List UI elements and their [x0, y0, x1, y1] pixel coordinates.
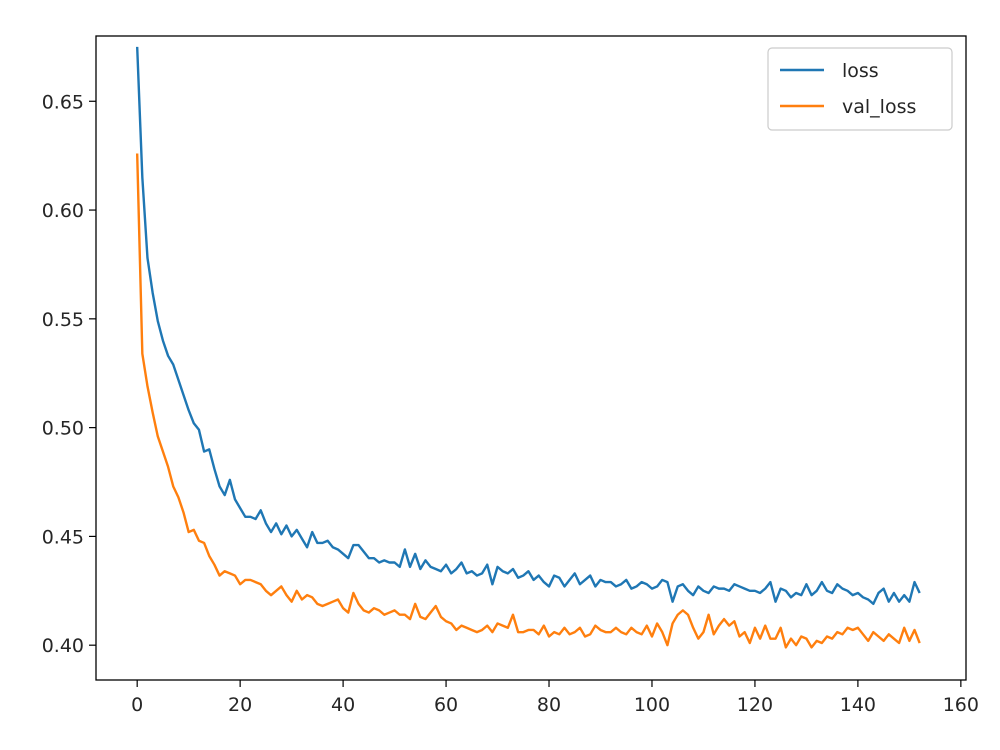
legend-box	[767, 47, 953, 131]
series-line-loss	[135, 46, 921, 606]
y-tick-label: 0.45	[42, 526, 84, 548]
legend-label-val-loss: val_loss	[842, 96, 916, 118]
series-layer	[135, 46, 921, 649]
y-tick-label: 0.55	[42, 309, 84, 331]
y-axis: 0.40 0.45 0.50 0.55 0.60 0.65	[42, 91, 96, 657]
x-tick-label: 0	[131, 694, 143, 716]
x-tick-label: 160	[943, 694, 979, 716]
x-tick-label: 80	[537, 694, 561, 716]
plot-frame	[95, 35, 967, 681]
legend: loss val_loss	[767, 47, 953, 131]
y-tick-label: 0.50	[42, 418, 84, 440]
series-line-val-loss	[135, 153, 921, 649]
legend-label-loss: loss	[842, 60, 879, 82]
x-tick-label: 120	[737, 694, 773, 716]
x-tick-label: 140	[840, 694, 876, 716]
x-tick-label: 60	[434, 694, 458, 716]
x-axis: 0 20 40 60 80 100 120 140 160	[131, 680, 979, 716]
y-tick-label: 0.65	[42, 91, 84, 113]
x-tick-label: 100	[634, 694, 670, 716]
y-tick-label: 0.60	[42, 200, 84, 222]
x-tick-label: 40	[331, 694, 355, 716]
y-tick-label: 0.40	[42, 635, 84, 657]
x-tick-label: 20	[228, 694, 252, 716]
